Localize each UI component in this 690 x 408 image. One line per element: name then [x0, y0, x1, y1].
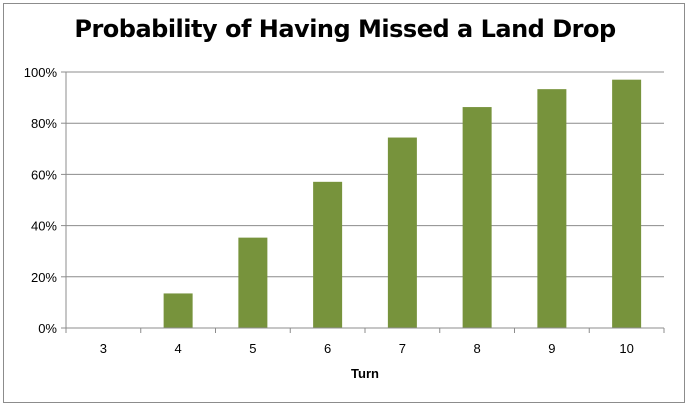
x-tick-label: 3: [100, 341, 107, 356]
x-axis-title: Turn: [351, 366, 379, 381]
y-tick-label: 0%: [38, 321, 57, 336]
bar-turn-6: [313, 181, 343, 328]
y-tick-label: 40%: [31, 219, 57, 234]
y-tick-label: 60%: [31, 167, 57, 182]
x-tick-label: 9: [548, 341, 555, 356]
chart-frame: [3, 3, 685, 403]
y-tick-label: 100%: [24, 65, 58, 80]
gridlines: [66, 71, 664, 278]
bar-turn-9: [537, 89, 567, 328]
bar-turn-4: [163, 293, 193, 328]
bars: [163, 79, 642, 329]
bar-turn-7: [387, 137, 417, 328]
x-tick-label: 5: [249, 341, 256, 356]
tick-labels: 0% 20% 40% 60% 80% 100% 3 4 5 6 7 8 9 10: [24, 65, 634, 356]
x-tick-label: 10: [619, 341, 633, 356]
x-tick-label: 7: [399, 341, 406, 356]
axes: [61, 71, 665, 333]
bar-turn-10: [612, 79, 642, 329]
x-tick-label: 4: [175, 341, 182, 356]
chart-title: Probability of Having Missed a Land Drop: [74, 15, 616, 43]
x-tick-label: 8: [474, 341, 481, 356]
y-tick-label: 80%: [31, 116, 57, 131]
bar-turn-5: [238, 237, 268, 328]
x-tick-label: 6: [324, 341, 331, 356]
y-tick-label: 20%: [31, 270, 57, 285]
bar-turn-8: [462, 107, 492, 329]
